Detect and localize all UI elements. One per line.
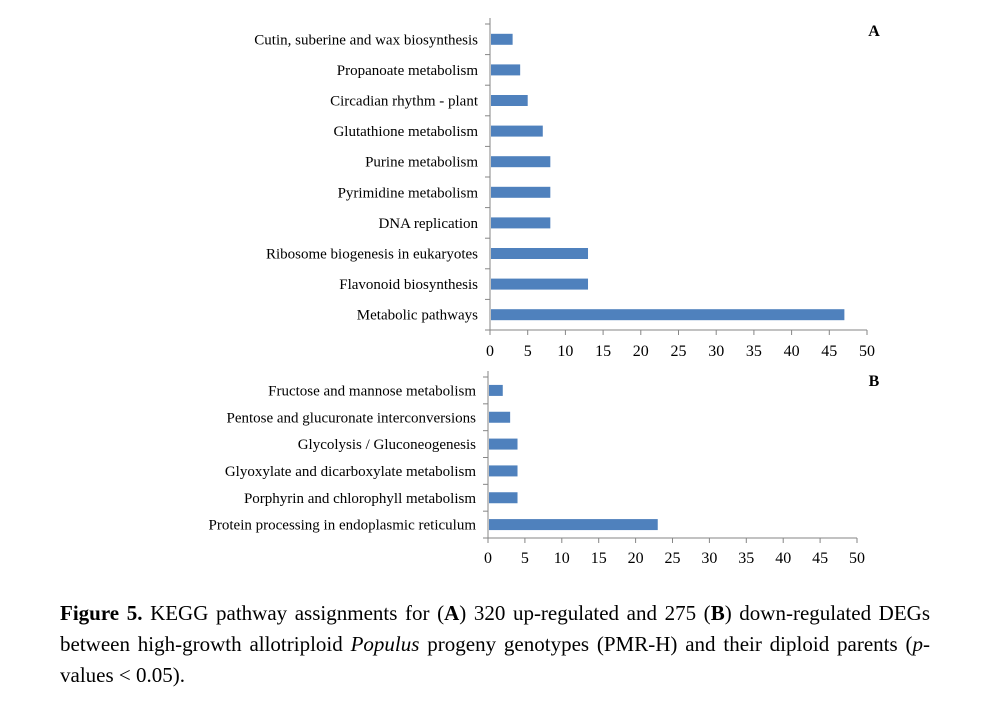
bar bbox=[489, 438, 518, 450]
caption-label-a: A bbox=[444, 601, 460, 625]
bar bbox=[489, 384, 503, 396]
caption-text-4: progeny genotypes (PMR-H) and their dipl… bbox=[419, 632, 913, 656]
bar bbox=[491, 278, 589, 290]
value-tick-label: 10 bbox=[557, 343, 573, 360]
bar bbox=[491, 125, 543, 137]
category-label: Flavonoid biosynthesis bbox=[339, 277, 478, 293]
value-tick-label: 50 bbox=[859, 343, 875, 360]
bar bbox=[489, 519, 658, 531]
value-tick-label: 35 bbox=[746, 343, 762, 360]
bar bbox=[491, 95, 528, 106]
panel-label: B bbox=[869, 373, 880, 390]
value-tick-label: 20 bbox=[628, 550, 644, 567]
value-tick-label: 20 bbox=[633, 343, 649, 360]
caption-text-2: ) 320 up-regulated and 275 ( bbox=[459, 601, 711, 625]
caption-text-1: KEGG pathway assignments for ( bbox=[142, 601, 445, 625]
kegg-bar-charts: Cutin, suberine and wax biosynthesis Prop… bbox=[209, 18, 880, 567]
category-label: Purine metabolism bbox=[365, 155, 478, 171]
bar bbox=[491, 64, 521, 76]
caption-text-5: -values < 0.05). bbox=[60, 632, 930, 687]
value-tick-label: 25 bbox=[665, 550, 681, 567]
bar bbox=[489, 465, 518, 477]
bar bbox=[491, 248, 589, 259]
caption-p-symbol: p bbox=[912, 632, 923, 656]
value-tick-label: 50 bbox=[849, 550, 865, 567]
value-tick-label: 35 bbox=[738, 550, 754, 567]
category-label: Pentose and glucuronate interconversions bbox=[226, 410, 476, 426]
bar bbox=[491, 309, 845, 321]
value-tick-label: 0 bbox=[484, 550, 492, 567]
bar bbox=[491, 156, 551, 168]
bar bbox=[489, 411, 511, 423]
caption-label-b: B bbox=[710, 601, 725, 625]
value-tick-label: 30 bbox=[701, 550, 717, 567]
panel-b-chart: Fructose and mannose metabolism Pentose a… bbox=[209, 371, 880, 567]
bar bbox=[489, 492, 518, 504]
value-tick-label: 0 bbox=[486, 343, 494, 360]
value-tick-label: 5 bbox=[521, 550, 529, 567]
caption-figure-label: Figure 5. bbox=[60, 601, 143, 625]
category-label: Pyrimidine metabolism bbox=[338, 185, 479, 201]
bar bbox=[491, 33, 513, 45]
figure-caption: Figure 5. KEGG pathway assignments for (… bbox=[60, 598, 930, 691]
category-label: Ribosome biogenesis in eukaryotes bbox=[266, 247, 478, 263]
caption-text-3: ) down-regulated DEGs between high-growt… bbox=[60, 601, 931, 656]
value-tick-label: 45 bbox=[821, 343, 837, 360]
category-label: Fructose and mannose metabolism bbox=[268, 383, 476, 399]
value-tick-label: 45 bbox=[812, 550, 828, 567]
category-label: Cutin, suberine and wax biosynthesis bbox=[254, 32, 478, 48]
value-tick-label: 5 bbox=[524, 343, 532, 360]
panel-a-chart: Cutin, suberine and wax biosynthesis Prop… bbox=[254, 18, 880, 360]
caption-genus: Populus bbox=[350, 632, 420, 656]
panel-label: A bbox=[868, 23, 880, 40]
bar bbox=[491, 217, 551, 229]
value-tick-label: 15 bbox=[595, 343, 611, 360]
category-label: Propanoate metabolism bbox=[337, 63, 479, 79]
category-label: Metabolic pathways bbox=[357, 308, 478, 324]
category-label: DNA replication bbox=[378, 216, 478, 232]
value-tick-label: 40 bbox=[784, 343, 800, 360]
bar bbox=[491, 186, 551, 198]
category-label: Circadian rhythm - plant bbox=[330, 94, 479, 110]
value-tick-label: 30 bbox=[708, 343, 724, 360]
category-label: Protein processing in endoplasmic reticu… bbox=[209, 518, 477, 534]
value-tick-label: 25 bbox=[671, 343, 687, 360]
category-label: Glycolysis / Gluconeogenesis bbox=[298, 437, 476, 453]
category-label: Glyoxylate and dicarboxylate metabolism bbox=[225, 464, 477, 480]
category-label: Glutathione metabolism bbox=[333, 124, 478, 140]
value-tick-label: 15 bbox=[591, 550, 607, 567]
value-tick-label: 40 bbox=[775, 550, 791, 567]
category-label: Porphyrin and chlorophyll metabolism bbox=[244, 491, 476, 507]
value-tick-label: 10 bbox=[554, 550, 570, 567]
